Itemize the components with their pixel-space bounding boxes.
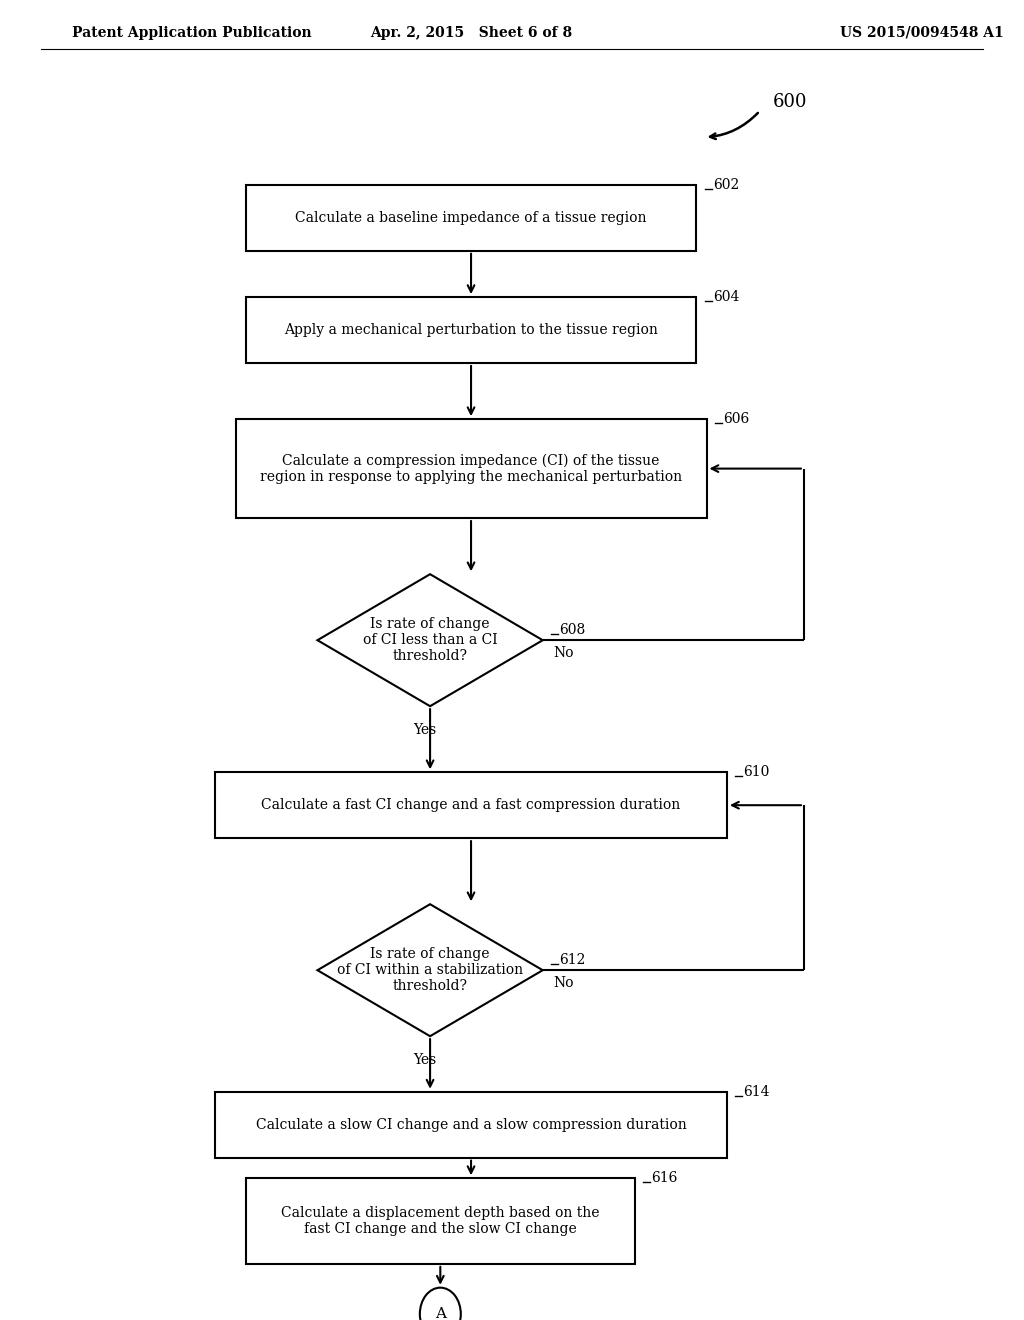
Text: 612: 612	[559, 953, 586, 966]
Text: 604: 604	[713, 290, 739, 304]
Text: 606: 606	[723, 412, 750, 426]
Text: Calculate a baseline impedance of a tissue region: Calculate a baseline impedance of a tiss…	[295, 211, 647, 224]
Text: 616: 616	[651, 1171, 678, 1185]
FancyBboxPatch shape	[236, 420, 707, 517]
Polygon shape	[317, 904, 543, 1036]
Text: 602: 602	[713, 178, 739, 191]
FancyBboxPatch shape	[246, 297, 696, 363]
Text: Apply a mechanical perturbation to the tissue region: Apply a mechanical perturbation to the t…	[284, 323, 658, 337]
FancyBboxPatch shape	[246, 185, 696, 251]
Text: Yes: Yes	[414, 723, 436, 738]
Circle shape	[420, 1288, 461, 1320]
Text: Calculate a displacement depth based on the
fast CI change and the slow CI chang: Calculate a displacement depth based on …	[281, 1206, 600, 1236]
Text: Is rate of change
of CI less than a CI
threshold?: Is rate of change of CI less than a CI t…	[362, 616, 498, 664]
Text: A: A	[435, 1307, 445, 1320]
Polygon shape	[317, 574, 543, 706]
FancyBboxPatch shape	[215, 1092, 727, 1158]
Text: No: No	[553, 647, 573, 660]
Text: Calculate a compression impedance (CI) of the tissue
region in response to apply: Calculate a compression impedance (CI) o…	[260, 453, 682, 484]
Text: 608: 608	[559, 623, 586, 636]
Text: 614: 614	[743, 1085, 770, 1098]
Text: Apr. 2, 2015   Sheet 6 of 8: Apr. 2, 2015 Sheet 6 of 8	[370, 26, 572, 40]
Text: 610: 610	[743, 766, 770, 779]
Text: 600: 600	[773, 92, 808, 111]
Text: US 2015/0094548 A1: US 2015/0094548 A1	[840, 26, 1004, 40]
Text: Patent Application Publication: Patent Application Publication	[72, 26, 311, 40]
Text: Calculate a fast CI change and a fast compression duration: Calculate a fast CI change and a fast co…	[261, 799, 681, 812]
Text: Yes: Yes	[414, 1053, 436, 1068]
Text: No: No	[553, 977, 573, 990]
Text: Is rate of change
of CI within a stabilization
threshold?: Is rate of change of CI within a stabili…	[337, 946, 523, 994]
FancyBboxPatch shape	[215, 772, 727, 838]
FancyBboxPatch shape	[246, 1177, 635, 1265]
Text: Calculate a slow CI change and a slow compression duration: Calculate a slow CI change and a slow co…	[256, 1118, 686, 1131]
